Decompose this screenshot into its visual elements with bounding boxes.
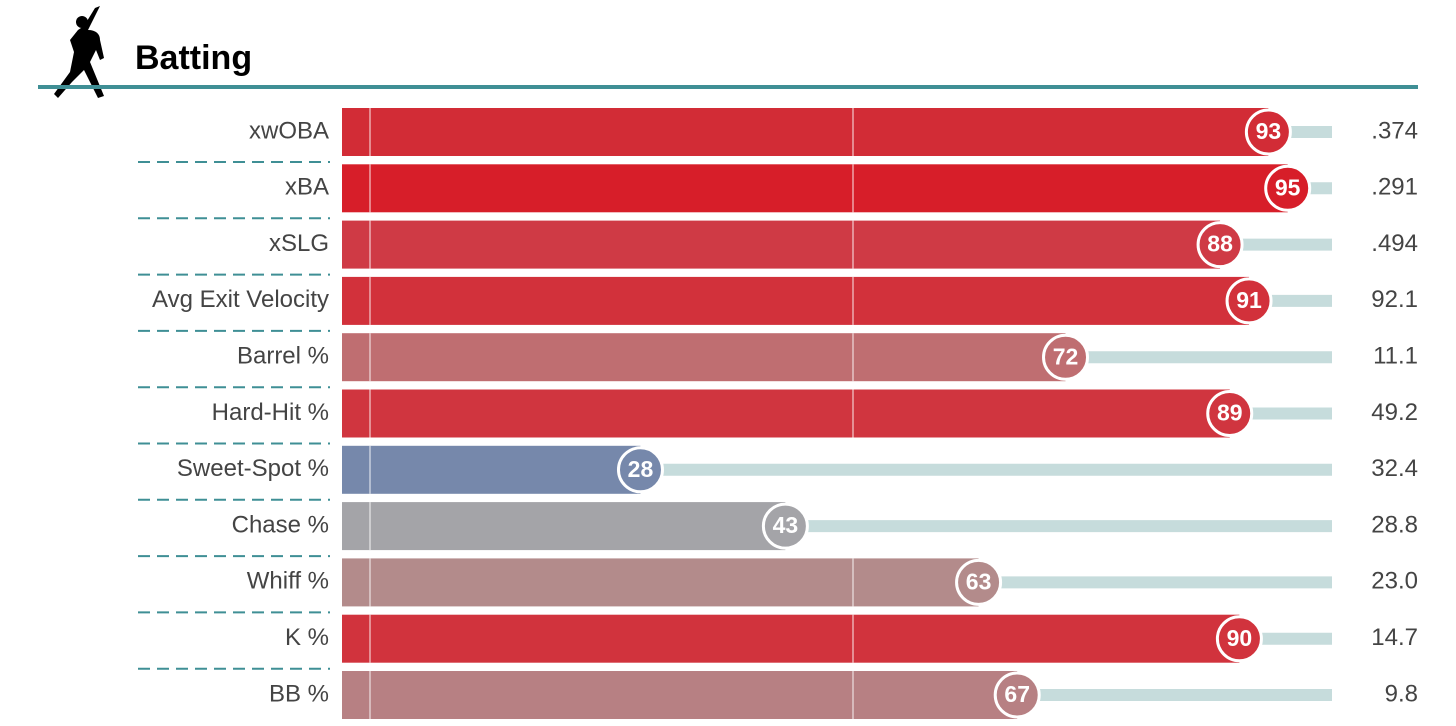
stat-value: 28.8 [1371,511,1418,538]
bar [342,614,1240,663]
bar [342,389,1230,438]
metric-label: Hard-Hit % [212,399,329,426]
percentile-dot [1215,615,1263,663]
metric-label: Whiff % [247,568,329,595]
batter-icon [54,6,104,98]
percentile-label: 93 [1256,118,1282,144]
percentile-dot [1206,390,1254,437]
percentile-label: 91 [1236,287,1262,313]
metric-label: xBA [285,174,329,201]
stat-value: 23.0 [1371,568,1418,595]
metric-label: K % [285,624,329,651]
percentile-dot [1196,221,1244,269]
percentile-label: 72 [1053,343,1079,369]
bar [342,276,1250,325]
percentile-label: 90 [1227,625,1253,651]
stat-value: 92.1 [1371,286,1418,313]
metric-label: Sweet-Spot % [177,455,329,482]
stat-value: 14.7 [1371,624,1418,651]
metric-label: xSLG [269,230,329,257]
percentile-dot [1244,108,1292,156]
percentile-label: 28 [628,456,654,482]
metric-label: BB % [269,680,329,707]
bar [342,333,1066,382]
percentile-label: 43 [773,512,799,538]
percentile-dot [993,671,1041,719]
percentile-label: 89 [1217,400,1243,426]
stat-value: .494 [1371,230,1418,257]
stat-value: 11.1 [1373,343,1418,370]
percentile-dot [616,446,664,494]
stat-value: 32.4 [1371,455,1418,482]
percentile-dot [955,558,1003,606]
header-rule [38,85,1418,89]
percentile-label: 88 [1207,231,1233,257]
metric-label: Chase % [232,511,329,538]
bar [342,502,786,551]
metric-label: Avg Exit Velocity [152,286,329,313]
chart-title: Batting [135,39,252,77]
bar [342,671,1018,719]
stat-value: .374 [1371,117,1418,144]
bar [342,108,1269,156]
metric-label: Barrel % [237,343,329,370]
metric-label: xwOBA [249,117,329,144]
percentile-dot [1042,333,1090,381]
stat-value: 9.8 [1385,680,1418,707]
bar [342,164,1288,213]
percentile-dot [1225,277,1273,325]
percentile-label: 67 [1004,681,1030,707]
percentile-label: 95 [1275,174,1301,200]
stat-value: .291 [1371,174,1418,201]
percentile-dot [1264,164,1312,212]
batter-head [76,16,88,28]
percentile-label: 63 [966,568,992,594]
bar [342,558,979,607]
percentile-dot [761,502,809,550]
bar [342,445,641,494]
bar [342,220,1221,269]
stat-value: 49.2 [1371,399,1418,426]
